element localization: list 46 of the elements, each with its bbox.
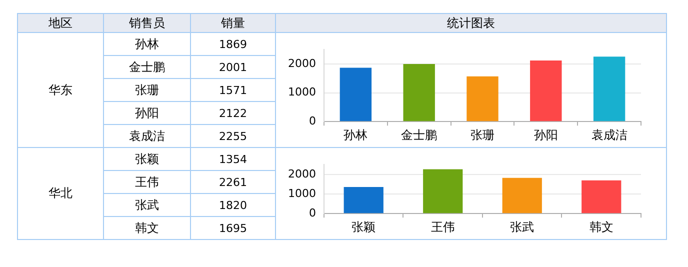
y-tick-label: 1000 (288, 85, 316, 98)
text: 1869 (219, 38, 247, 50)
text: 2255 (219, 130, 247, 142)
x-tick-label: 张武 (510, 219, 534, 234)
text: 1695 (219, 222, 247, 234)
bar (403, 63, 435, 121)
bar (340, 67, 372, 121)
text: 销量 (221, 16, 245, 30)
text: 1571 (219, 84, 247, 96)
text: 1354 (219, 152, 247, 166)
text: 张珊 (135, 82, 159, 96)
bar (423, 168, 463, 213)
text: 孙阳 (135, 106, 159, 120)
text: 2261 (219, 176, 247, 188)
x-tick-label: 王伟 (430, 219, 455, 234)
text: 华北 (48, 186, 72, 200)
text: 张颖 (135, 152, 159, 166)
x-tick-label: 孙阳 (534, 127, 558, 142)
text: 地区 (48, 16, 72, 30)
x-tick-label: 张珊 (470, 127, 494, 142)
text: 1820 (219, 198, 247, 212)
x-tick-label: 金士鹏 (401, 127, 438, 142)
bar (344, 186, 384, 213)
text: 销售员 (129, 16, 165, 30)
bar (502, 177, 542, 213)
text: 统计图表 (447, 16, 495, 30)
text: 2001 (219, 60, 247, 74)
text: 孙林 (135, 36, 159, 50)
text: 王伟 (135, 174, 159, 188)
bar (530, 60, 562, 121)
text: 华东 (48, 82, 72, 96)
bar (582, 180, 622, 213)
x-tick-label: 张颖 (352, 219, 376, 234)
y-tick-label: 1000 (288, 186, 316, 200)
bar (466, 76, 498, 121)
text: 金士鹏 (129, 60, 165, 74)
x-tick-label: 袁成洁 (591, 127, 628, 142)
x-tick-label: 韩文 (589, 219, 614, 234)
y-tick-label: 0 (308, 114, 316, 127)
x-tick-label: 孙林 (344, 127, 368, 142)
y-tick-label: 0 (308, 206, 316, 219)
bar (593, 56, 626, 121)
y-tick-label: 2000 (288, 56, 316, 70)
text: 张武 (135, 198, 159, 212)
text: 2122 (219, 106, 247, 120)
y-tick-label: 2000 (288, 166, 316, 180)
